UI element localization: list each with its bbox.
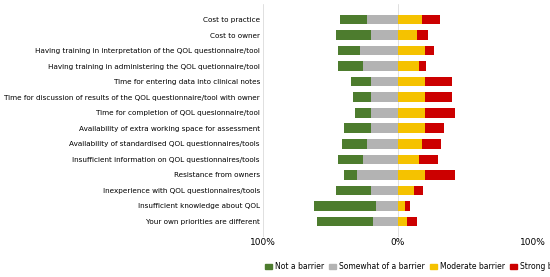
Bar xyxy=(398,93,425,102)
Bar xyxy=(398,30,417,40)
Bar xyxy=(358,170,398,180)
Bar xyxy=(371,186,398,195)
Bar xyxy=(362,155,398,164)
Bar xyxy=(353,93,371,102)
Bar xyxy=(405,201,410,211)
Bar xyxy=(343,139,367,149)
Bar xyxy=(422,139,441,149)
Bar xyxy=(425,46,435,55)
Bar xyxy=(350,77,371,86)
Bar xyxy=(398,139,422,149)
Bar xyxy=(355,108,371,117)
Bar xyxy=(420,155,438,164)
Bar xyxy=(425,77,452,86)
Bar xyxy=(338,46,360,55)
Bar xyxy=(336,186,371,195)
Bar xyxy=(398,61,420,71)
Bar xyxy=(398,77,425,86)
Bar xyxy=(344,124,371,133)
Bar xyxy=(371,124,398,133)
Bar xyxy=(371,93,398,102)
Bar xyxy=(360,46,398,55)
Bar xyxy=(414,186,424,195)
Bar xyxy=(344,170,358,180)
Bar xyxy=(407,217,417,226)
Bar xyxy=(367,15,398,24)
Bar xyxy=(398,186,414,195)
Bar xyxy=(425,108,454,117)
Bar xyxy=(398,124,425,133)
Bar xyxy=(398,15,422,24)
Bar xyxy=(425,124,444,133)
Bar xyxy=(336,30,371,40)
Bar xyxy=(417,30,427,40)
Bar xyxy=(338,61,362,71)
Bar xyxy=(317,217,373,226)
Bar xyxy=(362,61,398,71)
Bar xyxy=(398,217,407,226)
Bar xyxy=(398,170,425,180)
Bar xyxy=(338,155,362,164)
Bar xyxy=(376,201,398,211)
Bar xyxy=(398,201,405,211)
Bar xyxy=(373,217,398,226)
Legend: Not a barrier, Somewhat of a barrier, Moderate barrier, Strong barrier: Not a barrier, Somewhat of a barrier, Mo… xyxy=(262,259,550,275)
Bar xyxy=(420,61,426,71)
Bar xyxy=(340,15,367,24)
Bar xyxy=(371,108,398,117)
Bar xyxy=(425,93,452,102)
Bar xyxy=(398,155,420,164)
Bar xyxy=(422,15,439,24)
Bar xyxy=(367,139,398,149)
Bar xyxy=(314,201,376,211)
Bar xyxy=(398,108,425,117)
Bar xyxy=(371,30,398,40)
Bar xyxy=(425,170,454,180)
Bar xyxy=(398,46,425,55)
Bar xyxy=(371,77,398,86)
